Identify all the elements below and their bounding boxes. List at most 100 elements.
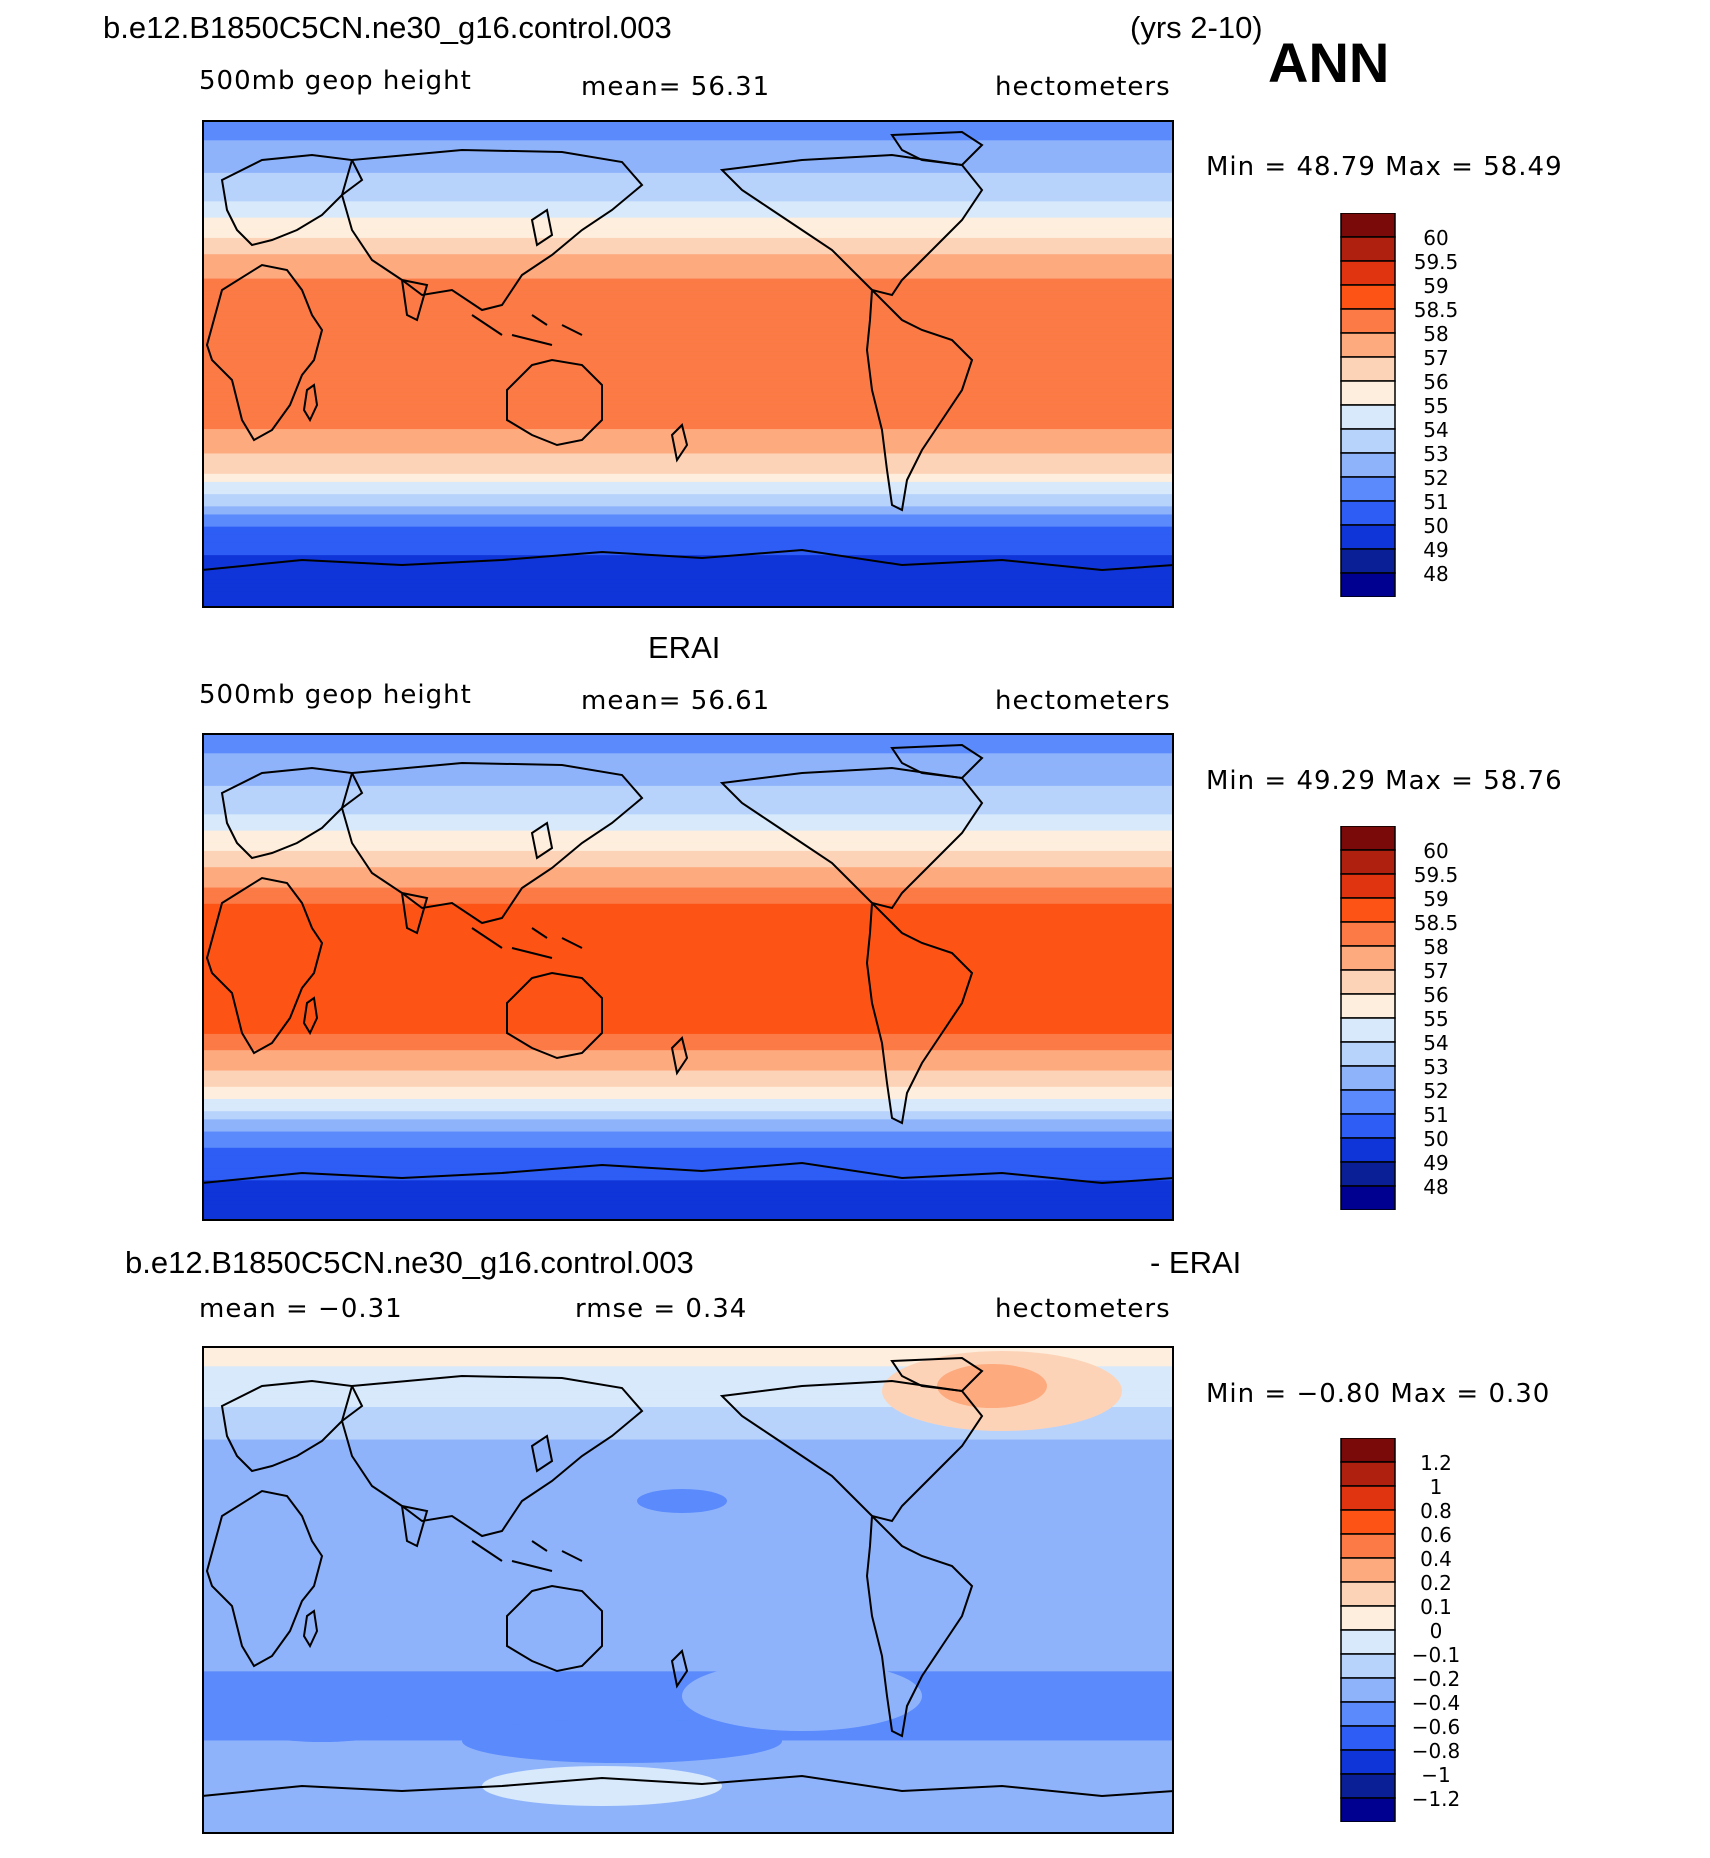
colorbar-label: 57 <box>1423 959 1449 983</box>
panel2-band <box>202 1147 1174 1153</box>
panel3-band <box>202 1565 1174 1571</box>
panel1-band <box>202 132 1174 137</box>
colorbar-label: −0.2 <box>1411 1667 1461 1691</box>
panel1-band <box>202 530 1174 536</box>
panel2-band <box>202 928 1174 933</box>
panel3-band <box>202 1370 1174 1376</box>
panel1-band <box>202 262 1174 267</box>
panel2-band <box>202 1139 1174 1145</box>
panel2-units-label: hectometers <box>995 686 1171 716</box>
panel2-band <box>202 985 1174 990</box>
panel1-band <box>202 591 1174 597</box>
panel1-band <box>202 412 1174 418</box>
panel2-band <box>202 794 1174 799</box>
panel1-band <box>202 506 1174 511</box>
panel3-anomaly-region <box>482 1766 722 1806</box>
panel2-band <box>202 1111 1174 1116</box>
panel3-band <box>202 1760 1174 1766</box>
panel1-band <box>202 477 1174 483</box>
panel2-band <box>202 1054 1174 1059</box>
colorbar-swatch <box>1340 1533 1396 1559</box>
panel1-band <box>202 359 1174 365</box>
panel2-band <box>202 846 1174 852</box>
panel1-band <box>202 542 1174 548</box>
panel3-band <box>202 1768 1174 1774</box>
panel2-band <box>202 1131 1174 1137</box>
panel3-band <box>202 1524 1174 1530</box>
colorbar-label: 0.4 <box>1420 1547 1452 1571</box>
panel2-band <box>202 1046 1174 1051</box>
colorbar-label: 55 <box>1423 1007 1449 1031</box>
panel2-band <box>202 952 1174 958</box>
panel2-band <box>202 842 1174 848</box>
panel3-band <box>202 1817 1174 1823</box>
panel2-band <box>202 1062 1174 1068</box>
panel1-band <box>202 339 1174 345</box>
colorbar-swatch <box>1340 284 1396 310</box>
panel3-rmse-label: rmse = 0.34 <box>575 1294 748 1324</box>
panel1-band <box>202 392 1174 398</box>
panel3-band <box>202 1590 1174 1595</box>
panel2-band <box>202 859 1174 864</box>
panel2-band <box>202 972 1174 978</box>
colorbar-swatch <box>1340 1629 1396 1655</box>
panel3-band <box>202 1659 1174 1664</box>
panel1-band <box>202 364 1174 369</box>
panel2-band <box>202 1180 1174 1185</box>
colorbar-swatch <box>1340 236 1396 262</box>
panel3-band <box>202 1350 1174 1355</box>
panel1-band <box>202 522 1174 528</box>
panel3-band <box>202 1390 1174 1396</box>
colorbar-swatch <box>1340 1185 1396 1210</box>
panel1-band <box>202 453 1174 459</box>
case-title: b.e12.B1850C5CN.ne30_g16.control.003 <box>103 10 672 45</box>
panel1-band <box>202 311 1174 316</box>
panel1-band <box>202 534 1174 540</box>
panel2-band <box>202 863 1174 868</box>
panel2-band <box>202 1074 1174 1080</box>
panel2-band <box>202 940 1174 946</box>
panel1-band <box>202 416 1174 422</box>
panel1-band <box>202 445 1174 450</box>
panel1-bands <box>202 120 1174 608</box>
panel1-band <box>202 152 1174 158</box>
panel1-band <box>202 201 1174 206</box>
panel3-anomaly-region <box>242 1710 402 1742</box>
panel1-frame <box>202 120 1174 608</box>
panel2-band <box>202 1127 1174 1133</box>
panel2-band <box>202 997 1174 1002</box>
panel2-band <box>202 875 1174 880</box>
colorbar-label: 54 <box>1423 418 1449 442</box>
colorbar-swatch <box>1340 993 1396 1019</box>
panel2-band <box>202 879 1174 885</box>
colorbar-swatch <box>1340 1653 1396 1679</box>
colorbar-swatch <box>1340 1137 1396 1163</box>
panel2-band <box>202 1208 1174 1214</box>
panel2-left-label: 500mb geop height <box>199 680 472 710</box>
panel1-band <box>202 583 1174 589</box>
panel2-band <box>202 814 1174 819</box>
colorbar-swatch <box>1340 1797 1396 1822</box>
panel1-band <box>202 567 1174 572</box>
panel3-band <box>202 1675 1174 1681</box>
colorbar-label: 50 <box>1423 1127 1449 1151</box>
panel1-band <box>202 209 1174 215</box>
panel2-band <box>202 883 1174 889</box>
panel3-band <box>202 1614 1174 1620</box>
panel1-band <box>202 408 1174 414</box>
panel2-band <box>202 981 1174 986</box>
panel1-band <box>202 274 1174 280</box>
panel1-band <box>202 494 1174 499</box>
panel3-band <box>202 1386 1174 1392</box>
panel1-band <box>202 278 1174 284</box>
panel1-band <box>202 575 1174 581</box>
panel3-band <box>202 1431 1174 1437</box>
colorbar-swatch <box>1340 1725 1396 1751</box>
panel1-band <box>202 420 1174 426</box>
colorbar-label: 49 <box>1423 1151 1449 1175</box>
panel3-band <box>202 1663 1174 1668</box>
colorbar-label: 48 <box>1423 562 1449 586</box>
panel1-band <box>202 213 1174 219</box>
panel1-band <box>202 197 1174 202</box>
panel1-band <box>202 343 1174 349</box>
